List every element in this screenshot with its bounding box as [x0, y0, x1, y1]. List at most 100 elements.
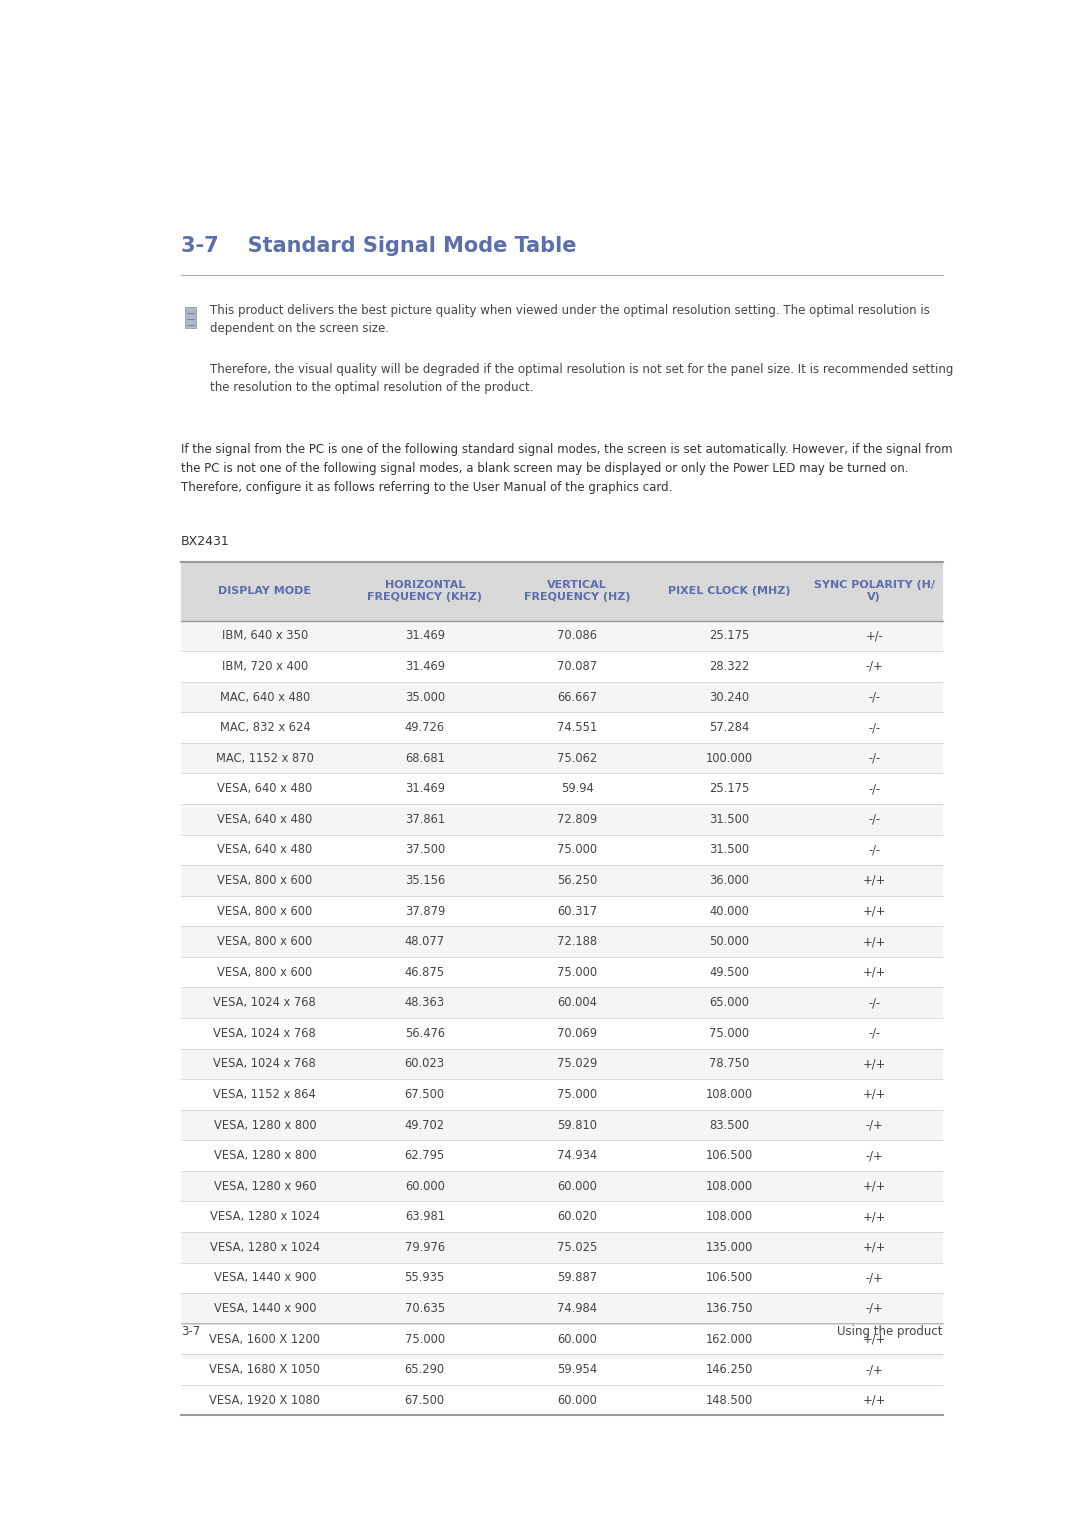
Text: 68.681: 68.681: [405, 751, 445, 765]
Bar: [181, 805, 943, 835]
Text: 108.000: 108.000: [706, 1180, 753, 1193]
Bar: [181, 1049, 943, 1080]
Text: -/-: -/-: [868, 843, 880, 857]
Text: 65.290: 65.290: [405, 1364, 445, 1376]
Text: +/+: +/+: [863, 1241, 886, 1254]
Bar: [181, 957, 943, 988]
Text: +/+: +/+: [863, 873, 886, 887]
Text: 75.029: 75.029: [557, 1057, 597, 1070]
Text: 31.500: 31.500: [710, 843, 750, 857]
Text: 37.500: 37.500: [405, 843, 445, 857]
Text: VESA, 1280 x 800: VESA, 1280 x 800: [214, 1119, 316, 1132]
Text: 60.000: 60.000: [557, 1394, 597, 1406]
Text: 75.025: 75.025: [557, 1241, 597, 1254]
Text: 108.000: 108.000: [706, 1087, 753, 1101]
Bar: [181, 1293, 943, 1324]
Text: DISPLAY MODE: DISPLAY MODE: [218, 586, 311, 596]
Text: 59.954: 59.954: [557, 1364, 597, 1376]
Text: 30.240: 30.240: [710, 690, 750, 704]
Text: 31.500: 31.500: [710, 812, 750, 826]
Text: 70.635: 70.635: [405, 1303, 445, 1315]
Bar: [181, 1080, 943, 1110]
Text: VESA, 800 x 600: VESA, 800 x 600: [217, 873, 312, 887]
Text: 49.702: 49.702: [405, 1119, 445, 1132]
Text: BX2431: BX2431: [181, 534, 230, 548]
Text: 31.469: 31.469: [405, 629, 445, 643]
Text: VESA, 1680 X 1050: VESA, 1680 X 1050: [210, 1364, 321, 1376]
Text: 75.000: 75.000: [557, 965, 597, 979]
Text: -/-: -/-: [868, 812, 880, 826]
Bar: [181, 1110, 943, 1141]
Bar: [181, 1324, 943, 1354]
Text: 75.000: 75.000: [557, 1087, 597, 1101]
Bar: [181, 896, 943, 927]
Bar: [181, 1385, 943, 1416]
Bar: [181, 988, 943, 1019]
Text: VESA, 1280 x 1024: VESA, 1280 x 1024: [210, 1211, 320, 1223]
Text: +/+: +/+: [863, 1057, 886, 1070]
Text: IBM, 720 x 400: IBM, 720 x 400: [221, 660, 308, 673]
Bar: [181, 712, 943, 744]
Text: MAC, 832 x 624: MAC, 832 x 624: [219, 721, 310, 734]
Bar: [181, 1354, 943, 1385]
Text: VESA, 640 x 480: VESA, 640 x 480: [217, 843, 312, 857]
Bar: [181, 651, 943, 681]
Bar: [181, 681, 943, 713]
Text: -/+: -/+: [865, 1119, 883, 1132]
Text: PIXEL CLOCK (MHZ): PIXEL CLOCK (MHZ): [669, 586, 791, 596]
Text: -/+: -/+: [865, 1272, 883, 1284]
Text: 48.363: 48.363: [405, 996, 445, 1009]
Text: VESA, 800 x 600: VESA, 800 x 600: [217, 935, 312, 948]
Text: 70.069: 70.069: [557, 1026, 597, 1040]
Text: +/+: +/+: [863, 1180, 886, 1193]
Text: VESA, 1024 x 768: VESA, 1024 x 768: [214, 1057, 316, 1070]
Text: HORIZONTAL
FREQUENCY (KHZ): HORIZONTAL FREQUENCY (KHZ): [367, 580, 483, 603]
Text: +/+: +/+: [863, 965, 886, 979]
Text: VESA, 1440 x 900: VESA, 1440 x 900: [214, 1272, 316, 1284]
Text: 31.469: 31.469: [405, 660, 445, 673]
Text: If the signal from the PC is one of the following standard signal modes, the scr: If the signal from the PC is one of the …: [181, 443, 953, 495]
Bar: [181, 927, 943, 957]
Text: 70.087: 70.087: [557, 660, 597, 673]
Bar: [181, 1171, 943, 1202]
Text: 35.156: 35.156: [405, 873, 445, 887]
Text: 60.000: 60.000: [405, 1180, 445, 1193]
Text: 60.000: 60.000: [557, 1180, 597, 1193]
Text: 135.000: 135.000: [705, 1241, 753, 1254]
Bar: [181, 1141, 943, 1171]
Text: 48.077: 48.077: [405, 935, 445, 948]
Text: -/+: -/+: [865, 1150, 883, 1162]
Text: 75.000: 75.000: [405, 1333, 445, 1345]
Bar: [181, 1202, 943, 1232]
Text: 56.476: 56.476: [405, 1026, 445, 1040]
Text: 59.810: 59.810: [557, 1119, 597, 1132]
Text: +/+: +/+: [863, 935, 886, 948]
Text: 79.976: 79.976: [405, 1241, 445, 1254]
Text: VESA, 1280 x 960: VESA, 1280 x 960: [214, 1180, 316, 1193]
Text: 74.984: 74.984: [557, 1303, 597, 1315]
Text: 3-7: 3-7: [181, 1325, 200, 1338]
Text: 25.175: 25.175: [710, 629, 750, 643]
Text: 100.000: 100.000: [706, 751, 753, 765]
Text: 49.500: 49.500: [710, 965, 750, 979]
Text: VESA, 1152 x 864: VESA, 1152 x 864: [214, 1087, 316, 1101]
Text: 60.000: 60.000: [557, 1333, 597, 1345]
Bar: [181, 620, 943, 651]
Text: 63.981: 63.981: [405, 1211, 445, 1223]
Text: 25.175: 25.175: [710, 782, 750, 796]
Text: This product delivers the best picture quality when viewed under the optimal res: This product delivers the best picture q…: [211, 304, 930, 336]
Text: 36.000: 36.000: [710, 873, 750, 887]
Text: VESA, 1024 x 768: VESA, 1024 x 768: [214, 1026, 316, 1040]
Text: 136.750: 136.750: [705, 1303, 753, 1315]
Text: -/-: -/-: [868, 996, 880, 1009]
Text: -/+: -/+: [865, 660, 883, 673]
Text: 148.500: 148.500: [706, 1394, 753, 1406]
Bar: [181, 866, 943, 896]
Text: 75.000: 75.000: [557, 843, 597, 857]
Text: 146.250: 146.250: [705, 1364, 753, 1376]
Bar: [186, 307, 197, 328]
Text: 106.500: 106.500: [706, 1150, 753, 1162]
Text: 59.94: 59.94: [561, 782, 594, 796]
Text: VESA, 640 x 480: VESA, 640 x 480: [217, 782, 312, 796]
Text: -/+: -/+: [865, 1364, 883, 1376]
